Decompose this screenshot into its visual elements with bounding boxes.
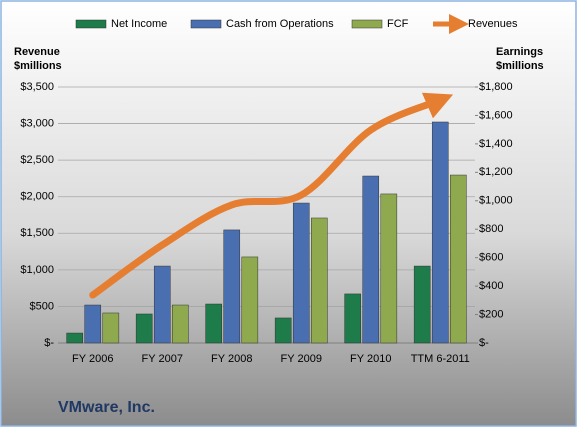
y-tick-label: $1,500 — [20, 227, 54, 239]
y2-tick-label: $1,400 — [479, 138, 513, 150]
y2-tick-label: $1,600 — [479, 109, 513, 121]
y2-tick-label: $800 — [479, 223, 503, 235]
legend-label: FCF — [387, 18, 409, 30]
bar — [311, 217, 328, 344]
y2-tick-label: $1,800 — [479, 81, 513, 93]
legend-label: Cash from Operations — [226, 18, 334, 30]
x-tick-label: FY 2010 — [350, 353, 391, 365]
y2-axis-title: $millions — [496, 60, 544, 72]
x-tick-label: TTM 6-2011 — [411, 353, 470, 365]
y2-tick-label: $400 — [479, 280, 503, 292]
y2-tick-label: $- — [479, 337, 489, 349]
y-tick-label: $- — [44, 337, 54, 349]
bar — [241, 256, 259, 344]
legend-label: Net Income — [111, 18, 167, 30]
legend-swatch — [75, 19, 107, 29]
x-tick-label: FY 2008 — [211, 353, 252, 365]
bar — [450, 174, 467, 344]
y2-tick-label: $1,000 — [479, 195, 513, 207]
bar — [431, 121, 449, 344]
bar — [172, 304, 189, 344]
bar — [344, 293, 361, 344]
bar — [135, 313, 153, 344]
bar — [66, 332, 83, 344]
bar — [413, 265, 431, 344]
legend-swatch — [190, 19, 222, 29]
bar — [223, 229, 241, 344]
y-tick-label: $3,500 — [20, 81, 54, 93]
line — [89, 92, 454, 299]
y-tick-label: $2,500 — [20, 154, 54, 166]
y-axis-title: $millions — [14, 60, 62, 72]
y2-tick-label: $200 — [479, 308, 503, 320]
y-tick-label: $1,000 — [20, 264, 54, 276]
bar — [362, 175, 380, 344]
bar — [84, 304, 102, 344]
bar — [102, 312, 120, 344]
y-tick-label: $500 — [30, 300, 54, 312]
bar — [205, 303, 222, 344]
y-tick-label: $2,000 — [20, 191, 54, 203]
bar — [292, 202, 310, 344]
chart-title: VMware, Inc. — [58, 399, 155, 416]
x-tick-label: FY 2009 — [281, 353, 322, 365]
bar — [380, 193, 398, 344]
bar — [274, 317, 292, 344]
y-tick-label: $3,000 — [20, 117, 54, 129]
x-tick-label: FY 2006 — [72, 353, 113, 365]
y2-tick-label: $600 — [479, 252, 503, 264]
y-axis-title: Revenue — [14, 46, 60, 58]
legend-label: Revenues — [468, 18, 518, 30]
legend-swatch — [351, 19, 383, 29]
y2-tick-label: $1,200 — [479, 166, 513, 178]
x-tick-label: FY 2007 — [142, 353, 183, 365]
bar — [153, 265, 171, 344]
y2-axis-title: Earnings — [496, 46, 543, 58]
